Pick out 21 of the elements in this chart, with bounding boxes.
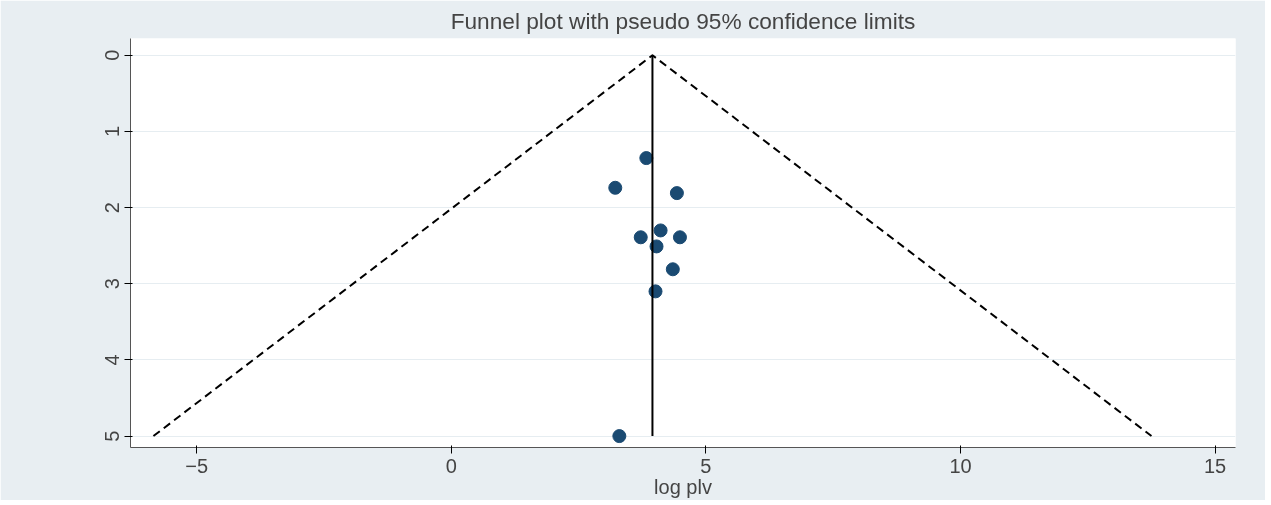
x-tick-label: 15 (1204, 454, 1227, 477)
x-axis-title: log plv (654, 475, 712, 498)
y-tick-label: 1 (101, 125, 124, 137)
point (665, 262, 680, 277)
y-tick-label: 5 (101, 430, 124, 442)
x-tick-label: 0 (445, 454, 457, 477)
y-tick-label: 2 (101, 202, 124, 214)
point (612, 429, 627, 444)
y-tick-label: 3 (101, 278, 124, 290)
point (669, 186, 684, 201)
point (653, 223, 668, 238)
point (608, 180, 623, 195)
y-tick-label: 0 (101, 49, 124, 61)
point (639, 151, 654, 166)
point (672, 230, 687, 245)
chart-title: Funnel plot with pseudo 95% confidence limits (450, 7, 916, 34)
x-tick-label: 10 (949, 454, 972, 477)
y-tick-label: 4 (101, 354, 124, 366)
point (633, 230, 648, 245)
x-tick-label: 5 (700, 454, 712, 477)
x-tick-label: −5 (185, 454, 209, 477)
